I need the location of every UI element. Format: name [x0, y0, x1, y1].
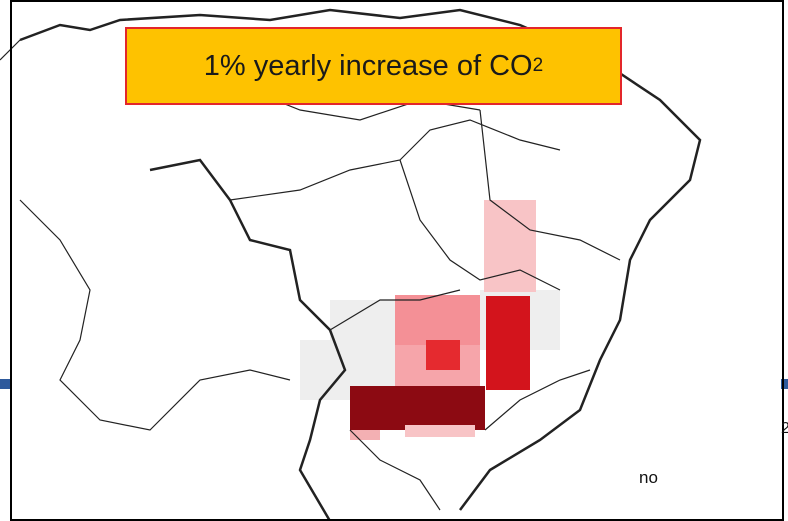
borders: [0, 8, 702, 521]
edge-label: 2: [781, 420, 788, 437]
heat-cells: [350, 200, 536, 440]
edge-bar: [0, 379, 12, 389]
title: 1% yearly increase of CO: [203, 49, 533, 82]
frame: [10, 0, 784, 521]
label: no: [639, 468, 658, 487]
edge-bar: [781, 379, 788, 389]
title-box: 1% yearly increase of CO 2: [125, 27, 622, 105]
title-subscript: 2: [532, 55, 544, 76]
